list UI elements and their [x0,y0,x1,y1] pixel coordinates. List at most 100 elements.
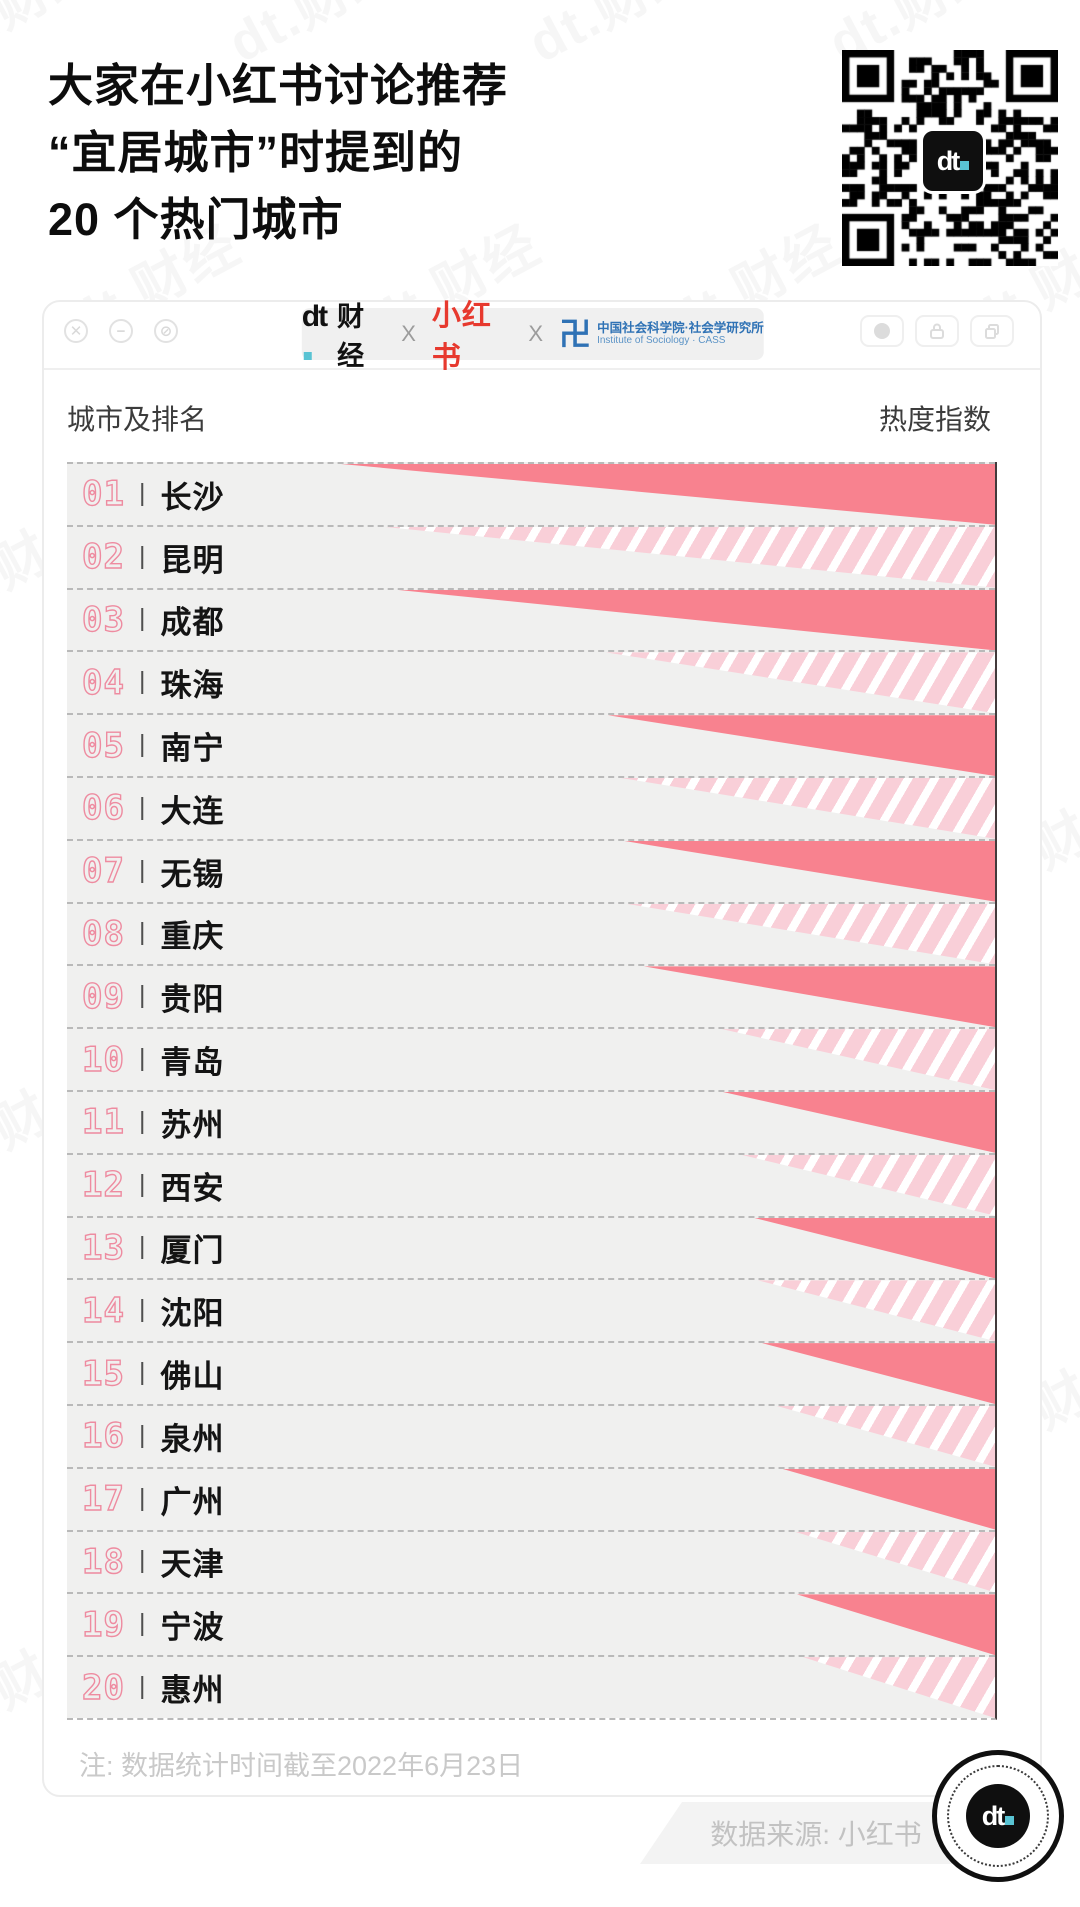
row-label: 16 | 泉州 [81,1406,225,1467]
rank-number: 18 [81,1541,125,1582]
dt-teal-dot [303,352,312,360]
cass-logo: 卍 中国社会科学院·社会学研究所 Institute of Sociology … [559,316,764,352]
rank-row-08: 08 | 重庆 [67,901,995,965]
city-name: 长沙 [160,479,225,515]
rank-separator: | [138,1044,146,1073]
rank-number: 12 [81,1164,125,1206]
rank-separator: | [138,1358,146,1387]
dt-logo-seal: dt [932,1750,1064,1882]
city-name: 青岛 [160,1045,225,1081]
page-title: 大家在小红书讨论推荐 “宜居城市”时提到的 20 个热门城市 [48,52,508,253]
heat-bar-solid [762,1343,995,1404]
heat-bar-solid [797,1594,995,1656]
city-name: 厦门 [160,1233,225,1269]
rank-separator: | [138,730,146,759]
city-name: 南宁 [160,731,225,767]
record-icon[interactable] [860,315,904,347]
x-separator: X [401,321,416,346]
row-label: 17 | 广州 [81,1469,224,1530]
column-header-heat-index: 热度指数 [878,404,991,435]
row-label: 05 | 南宁 [81,715,225,776]
rank-row-05: 05 | 南宁 [67,713,995,776]
row-label: 09 | 贵阳 [81,966,225,1027]
city-name: 无锡 [160,856,225,892]
rank-number: 07 [81,850,125,892]
x-separator: X [528,321,544,346]
rank-separator: | [138,1420,146,1449]
city-name: 重庆 [160,919,225,955]
dt-logo-qr-badge: dt [920,128,986,194]
rank-number: 19 [81,1604,125,1645]
rank-separator: | [138,1169,146,1198]
dt-caijing-logo: dt 财经 [301,300,365,371]
rank-row-10: 10 | 青岛 [67,1027,995,1090]
city-name: 大连 [160,793,225,829]
rank-number: 10 [81,1039,125,1080]
qr-code: dt [842,50,1058,266]
rank-row-07: 07 | 无锡 [67,838,995,902]
city-name: 昆明 [160,542,225,578]
title-line-3: 20 个热门城市 [48,194,344,245]
rank-number: 16 [81,1416,125,1457]
minimize-icon[interactable]: − [109,319,133,343]
data-note: 注: 数据统计时间截至2022年6月23日 [79,1751,524,1781]
heat-bar-hatch [803,1657,995,1718]
dotted-ring [947,1765,1049,1867]
rank-separator: | [138,1609,146,1638]
heat-bar-solid [341,464,995,525]
block-icon[interactable]: ⊘ [154,319,178,343]
bar-chart-rows: 01 | 长沙 02 | 昆明 03 | 成都 04 | 珠海 05 | 南宁 06 | 大连 07 | 无锡 08 | 重庆… [67,462,997,1720]
rank-separator: | [138,792,146,821]
rank-row-18: 18 | 天津 [67,1529,995,1593]
row-label: 20 | 惠州 [81,1657,225,1718]
lock-icon[interactable] [915,315,959,347]
rank-number: 14 [81,1290,125,1331]
city-name: 成都 [160,605,225,641]
row-label: 15 | 佛山 [81,1343,225,1404]
row-label: 04 | 珠海 [81,652,224,713]
rank-row-02: 02 | 昆明 [67,524,995,588]
heat-bar-solid [623,840,995,902]
rank-row-11: 11 | 苏州 [67,1089,995,1153]
windows-overlap-icon[interactable] [970,315,1014,347]
row-label: 03 | 成都 [81,590,225,651]
rank-separator: | [138,604,146,633]
window-titlebar: ✕ − ⊘ dt 财经 X 小红书 X 卍 中国社会科学院·社会学研究所 Ins… [44,300,1040,374]
rank-row-04: 04 | 珠海 [67,650,995,714]
window-controls-right [860,315,1014,347]
city-name: 贵阳 [160,982,225,1018]
close-icon[interactable]: ✕ [64,319,88,343]
heat-bar-hatch [741,1154,995,1216]
city-name: 惠州 [160,1673,225,1709]
rank-number: 03 [81,599,125,640]
rank-separator: | [138,1672,146,1701]
row-label: 11 | 苏州 [81,1092,225,1153]
rank-number: 13 [81,1227,125,1268]
title-line-1: 大家在小红书讨论推荐 [48,60,509,111]
rank-row-15: 15 | 佛山 [67,1341,995,1404]
city-name: 佛山 [160,1359,225,1395]
row-label: 07 | 无锡 [81,841,225,902]
rank-number: 06 [81,788,125,829]
heat-bar-hatch [758,1280,995,1342]
row-label: 08 | 重庆 [81,904,225,965]
city-name: 泉州 [160,1421,225,1457]
row-label: 06 | 大连 [81,778,225,839]
heat-bar-solid [753,1217,995,1279]
row-label: 18 | 天津 [81,1532,224,1593]
city-name: 苏州 [160,1107,225,1143]
rank-separator: | [138,667,146,696]
source-text: 数据来源: 小红书 [710,1819,922,1850]
rank-number: 17 [81,1478,125,1520]
rank-row-09: 09 | 贵阳 [67,964,995,1028]
heat-bar-hatch [621,777,995,839]
rank-separator: | [138,981,146,1010]
rank-number: 09 [81,976,125,1017]
rank-row-14: 14 | 沈阳 [67,1278,995,1342]
rank-number: 11 [81,1102,125,1143]
heat-bar-solid [644,966,995,1028]
heat-bar-hatch [777,1405,995,1467]
rank-row-06: 06 | 大连 [67,775,995,839]
rank-number: 01 [81,474,125,515]
